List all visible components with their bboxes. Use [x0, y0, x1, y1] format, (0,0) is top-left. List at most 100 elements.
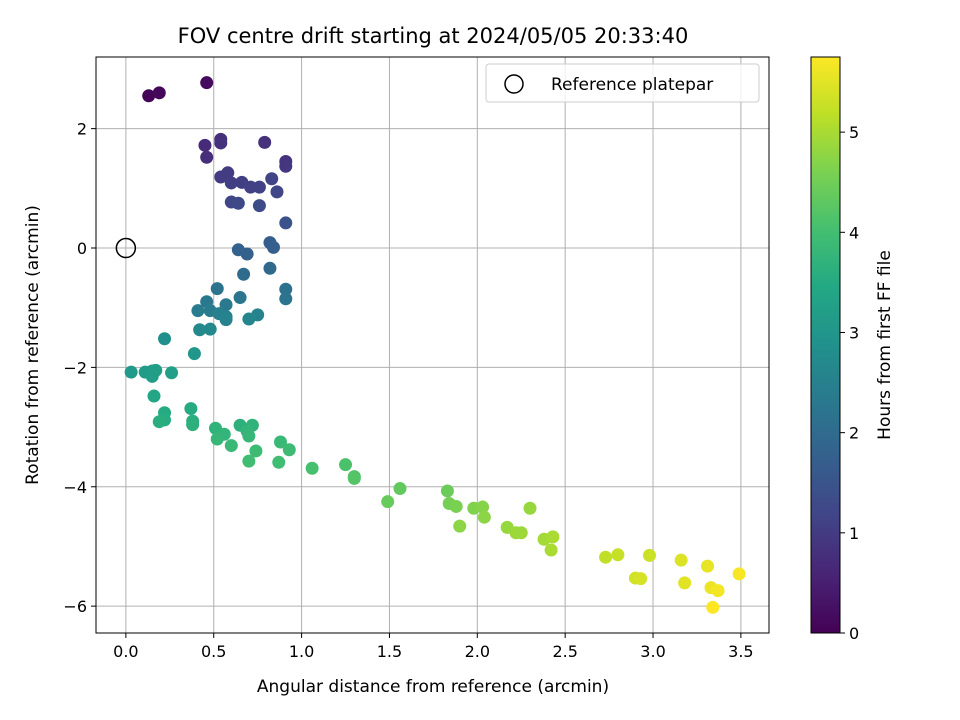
scatter-point — [678, 576, 692, 590]
scatter-point — [258, 135, 272, 149]
colorbar-tick-label: 4 — [849, 223, 859, 242]
x-axis-ticks: 0.0 0.5 1.0 1.5 2.0 2.5 3.0 3.5 — [113, 633, 754, 661]
scatter-point — [611, 548, 625, 562]
scatter-point — [242, 454, 256, 468]
scatter-point — [634, 572, 648, 586]
scatter-point — [219, 313, 233, 327]
scatter-points — [124, 76, 746, 614]
scatter-point — [200, 150, 214, 164]
legend-box — [485, 63, 760, 103]
scatter-point — [265, 172, 279, 186]
scatter-point — [266, 240, 280, 254]
scatter-point — [544, 543, 558, 557]
scatter-point — [449, 499, 463, 513]
chart-title: FOV centre drift starting at 2024/05/05 … — [178, 24, 689, 48]
scatter-point — [214, 136, 228, 150]
x-tick-label: 0.5 — [201, 642, 226, 661]
grid-lines — [96, 57, 769, 633]
y-tick-label: 0 — [77, 239, 87, 258]
scatter-point — [282, 443, 296, 457]
colorbar-tick-label: 5 — [849, 123, 859, 142]
scatter-point — [184, 402, 198, 416]
scatter-point — [224, 439, 238, 453]
scatter-point — [203, 322, 217, 336]
colorbar-tick-label: 2 — [849, 424, 859, 443]
colorbar-label: Hours from first FF file — [875, 250, 895, 440]
y-tick-label: 2 — [77, 120, 87, 139]
scatter-point — [187, 347, 201, 361]
scatter-point — [393, 482, 407, 496]
scatter-point — [274, 435, 288, 449]
scatter-point — [546, 530, 560, 544]
scatter-point — [242, 312, 256, 326]
scatter-point — [279, 159, 293, 173]
scatter-point — [643, 548, 657, 562]
x-tick-label: 3.0 — [640, 642, 665, 661]
y-axis-ticks: −6 −4 −2 0 2 — [63, 120, 96, 616]
scatter-point — [279, 292, 293, 306]
scatter-point — [523, 501, 537, 515]
scatter-point — [249, 444, 263, 458]
scatter-point — [252, 199, 266, 213]
scatter-point — [237, 267, 251, 281]
scatter-point — [263, 261, 277, 275]
scatter-point — [165, 366, 179, 380]
colorbar: 0 1 2 3 4 5 Hours from first FF file — [810, 56, 895, 643]
scatter-point — [158, 332, 172, 346]
scatter-point — [305, 461, 319, 475]
scatter-point — [124, 365, 138, 379]
scatter-point — [279, 216, 293, 230]
scatter-point — [242, 429, 256, 443]
scatter-point — [200, 76, 214, 90]
x-tick-label: 2.5 — [552, 642, 577, 661]
colorbar-ticks: 0 1 2 3 4 5 — [840, 123, 859, 643]
legend-entry: Reference platepar — [551, 75, 713, 95]
scatter-point — [270, 185, 284, 199]
colorbar-tick-label: 1 — [849, 524, 859, 543]
scatter-point — [279, 282, 293, 296]
reference-marker — [115, 237, 137, 259]
scatter-point — [347, 471, 361, 485]
legend-marker-icon — [504, 74, 524, 94]
reference-platepar-point — [115, 237, 137, 259]
scatter-point — [145, 369, 159, 383]
x-tick-label: 1.0 — [289, 642, 314, 661]
scatter-point — [221, 166, 235, 180]
scatter-point — [252, 180, 266, 194]
y-tick-label: −6 — [63, 597, 87, 616]
x-axis-label: Angular distance from reference (arcmin) — [257, 677, 609, 697]
x-tick-label: 2.0 — [465, 642, 490, 661]
x-tick-label: 1.5 — [377, 642, 402, 661]
scatter-point — [700, 559, 714, 573]
y-tick-label: −4 — [63, 478, 87, 497]
scatter-point — [231, 196, 245, 210]
scatter-point — [732, 567, 746, 581]
scatter-point — [152, 86, 166, 100]
scatter-point — [224, 176, 238, 190]
scatter-point — [210, 432, 224, 446]
colorbar-tick-label: 0 — [849, 624, 859, 643]
scatter-point — [193, 323, 207, 337]
y-tick-label: −2 — [63, 358, 87, 377]
scatter-point — [219, 298, 233, 312]
scatter-point — [476, 500, 490, 514]
scatter-point — [339, 458, 353, 472]
scatter-point — [240, 247, 254, 261]
scatter-point — [198, 138, 212, 152]
scatter-point — [381, 495, 395, 509]
scatter-point — [191, 304, 205, 318]
scatter-point — [440, 484, 454, 498]
scatter-point — [233, 291, 247, 305]
scatter-point — [186, 418, 200, 432]
legend: Reference platepar — [485, 63, 760, 103]
scatter-point — [453, 519, 467, 533]
scatter-point — [514, 526, 528, 540]
scatter-point — [674, 553, 688, 567]
scatter-point — [599, 550, 613, 564]
colorbar-gradient — [810, 56, 841, 634]
plot-frame — [95, 56, 770, 634]
colorbar-tick-label: 3 — [849, 323, 859, 342]
scatter-point — [210, 282, 224, 296]
scatter-point — [477, 510, 491, 524]
scatter-point — [272, 455, 286, 469]
